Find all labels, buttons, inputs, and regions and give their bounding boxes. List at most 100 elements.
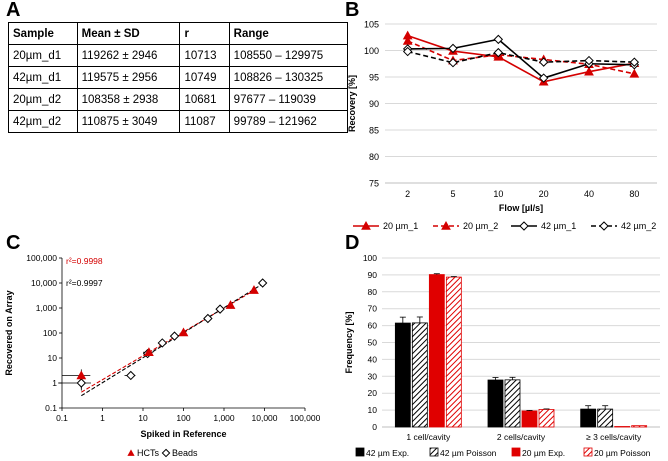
recovery-line-chart: 75 80 85 90 95 100 105 2 5 10 20 40 80 Flow [µl/s] Rec… bbox=[345, 20, 665, 235]
table-cell: 11087 bbox=[180, 111, 229, 133]
y-tick-label: 100 bbox=[364, 46, 379, 56]
trend-line bbox=[81, 284, 262, 396]
table-cell: 42µm_d2 bbox=[9, 111, 78, 133]
table-cell: 110875 ± 3049 bbox=[77, 111, 180, 133]
x-tick-label: 40 bbox=[584, 189, 594, 199]
y-tick-label: 85 bbox=[369, 126, 379, 136]
legend-swatch bbox=[430, 448, 438, 456]
table-cell: 20µm_d2 bbox=[9, 89, 78, 111]
stats-table: Sample Mean ± SD r Range 20µm_d1 119262 … bbox=[8, 22, 348, 133]
y-tick-label: 100 bbox=[43, 328, 57, 338]
legend-label: 42 µm_2 bbox=[621, 221, 656, 231]
bar bbox=[522, 411, 537, 427]
x-tick-label: 2 cells/cavity bbox=[497, 432, 546, 442]
y-tick-label: 80 bbox=[369, 152, 379, 162]
y-tick-label: 40 bbox=[368, 354, 378, 364]
bar bbox=[598, 409, 613, 427]
table-cell: 97677 – 119039 bbox=[229, 89, 347, 111]
y-tick-label: 10 bbox=[48, 353, 58, 363]
x-tick-label: 80 bbox=[629, 189, 639, 199]
data-point bbox=[77, 379, 85, 387]
y-tick-label: 70 bbox=[368, 304, 378, 314]
r-squared-annotation: r²=0.9997 bbox=[66, 278, 103, 288]
x-tick-label: 1,000 bbox=[213, 413, 235, 423]
legend-swatch bbox=[512, 448, 520, 456]
table-cell: 99789 – 121962 bbox=[229, 111, 347, 133]
table-cell: 119262 ± 2946 bbox=[77, 45, 180, 67]
x-tick-label: 10 bbox=[138, 413, 148, 423]
legend-marker bbox=[127, 449, 134, 455]
x-tick-label: 2 bbox=[405, 189, 410, 199]
table-cell: 119575 ± 2956 bbox=[77, 67, 180, 89]
x-tick-label: 1 cell/cavity bbox=[406, 432, 451, 442]
table-cell: 20µm_d1 bbox=[9, 45, 78, 67]
x-tick-label: 10 bbox=[493, 189, 503, 199]
legend-marker bbox=[600, 222, 608, 230]
bar bbox=[505, 380, 520, 427]
x-tick-label: 20 bbox=[539, 189, 549, 199]
y-tick-label: 80 bbox=[368, 287, 378, 297]
bar bbox=[395, 323, 410, 427]
x-tick-label: ≥ 3 cells/cavity bbox=[586, 432, 642, 442]
bar bbox=[615, 426, 630, 427]
table-cell: 10749 bbox=[180, 67, 229, 89]
data-point bbox=[77, 371, 85, 379]
y-tick-label: 10,000 bbox=[31, 278, 57, 288]
table-row: 20µm_d1 119262 ± 2946 10713 108550 – 129… bbox=[9, 45, 348, 67]
bar bbox=[539, 409, 554, 427]
table-cell: 108550 – 129975 bbox=[229, 45, 347, 67]
bar bbox=[581, 409, 596, 427]
y-tick-label: 60 bbox=[368, 321, 378, 331]
data-point bbox=[179, 328, 187, 336]
table-cell: 108358 ± 2938 bbox=[77, 89, 180, 111]
y-tick-label: 0.1 bbox=[45, 403, 57, 413]
legend-marker bbox=[162, 449, 169, 456]
table-row: 42µm_d2 110875 ± 3049 11087 99789 – 1219… bbox=[9, 111, 348, 133]
legend-swatch bbox=[356, 448, 364, 456]
legend-label: HCTs bbox=[137, 448, 159, 458]
r-squared-annotation: r²=0.9998 bbox=[66, 256, 103, 266]
calibration-scatter-chart: 0.1 1 10 100 1,000 10,000 100,000 0.1 1 10 100 1,00… bbox=[0, 250, 340, 461]
table-header-row: Sample Mean ± SD r Range bbox=[9, 23, 348, 45]
table-header-cell: Range bbox=[229, 23, 347, 45]
bar bbox=[632, 426, 647, 427]
legend-label: 20 µm_1 bbox=[383, 221, 418, 231]
y-tick-label: 90 bbox=[368, 270, 378, 280]
y-axis-title: Frequency [%] bbox=[344, 311, 354, 373]
legend-label: 20 µm Poisson bbox=[594, 448, 651, 458]
y-tick-label: 50 bbox=[368, 338, 378, 348]
y-tick-label: 0 bbox=[372, 422, 377, 432]
y-tick-label: 95 bbox=[369, 73, 379, 83]
y-tick-label: 20 bbox=[368, 388, 378, 398]
x-axis-title: Spiked in Reference bbox=[140, 429, 226, 439]
legend-label: 42 µm Poisson bbox=[440, 448, 497, 458]
y-tick-label: 90 bbox=[369, 99, 379, 109]
y-tick-label: 30 bbox=[368, 371, 378, 381]
bar bbox=[412, 323, 427, 427]
table-cell: 108826 – 130325 bbox=[229, 67, 347, 89]
table-header-cell: Mean ± SD bbox=[77, 23, 180, 45]
legend-label: 20 µm Exp. bbox=[522, 448, 565, 458]
table-cell: 10681 bbox=[180, 89, 229, 111]
y-axis-title: Recovered on Array bbox=[4, 290, 14, 375]
table-header-cell: Sample bbox=[9, 23, 78, 45]
y-tick-label: 75 bbox=[369, 179, 379, 189]
x-axis-title: Flow [µl/s] bbox=[499, 203, 543, 213]
y-tick-label: 10 bbox=[368, 405, 378, 415]
panel-label-a: A bbox=[6, 0, 20, 20]
x-tick-label: 10,000 bbox=[252, 413, 278, 423]
y-tick-label: 100,000 bbox=[26, 253, 57, 263]
frequency-bar-chart: 0 10 20 30 40 50 60 70 80 90 100 Frequency [%] 1 cel… bbox=[340, 250, 668, 461]
table-row: 42µm_d1 119575 ± 2956 10749 108826 – 130… bbox=[9, 67, 348, 89]
x-tick-label: 1 bbox=[100, 413, 105, 423]
x-tick-label: 0.1 bbox=[56, 413, 68, 423]
y-tick-label: 1 bbox=[52, 378, 57, 388]
legend-label: 42 µm_1 bbox=[541, 221, 576, 231]
y-tick-label: 1,000 bbox=[36, 303, 58, 313]
bar bbox=[488, 380, 503, 427]
panel-label-b: B bbox=[345, 0, 359, 20]
data-point bbox=[127, 371, 135, 379]
legend-label: 42 µm Exp. bbox=[366, 448, 409, 458]
x-tick-label: 5 bbox=[450, 189, 455, 199]
bar bbox=[446, 277, 461, 427]
